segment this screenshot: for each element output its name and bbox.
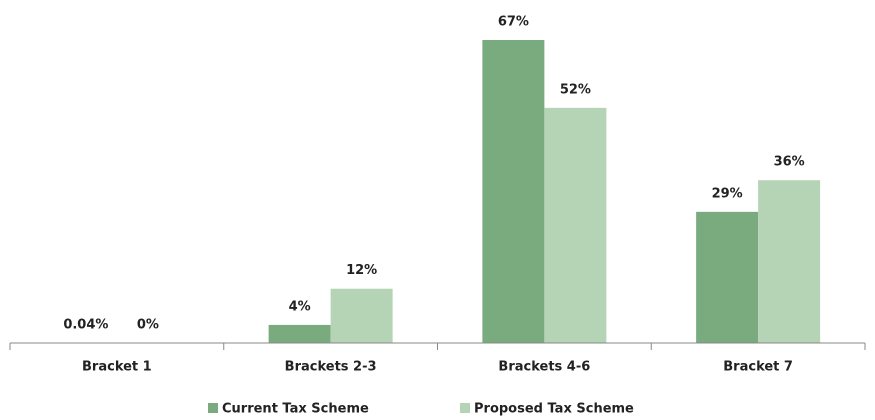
bar <box>544 107 607 344</box>
bar <box>482 40 545 343</box>
value-label: 36% <box>774 155 805 170</box>
value-label: 52% <box>560 82 591 97</box>
x-tick-label: Bracket 1 <box>82 360 152 375</box>
legend-label: Proposed Tax Scheme <box>474 402 634 417</box>
bar <box>268 324 331 343</box>
x-tick-label: Brackets 2-3 <box>285 360 377 375</box>
value-label: 29% <box>712 186 743 201</box>
value-label: 12% <box>346 263 377 278</box>
bar <box>758 180 821 343</box>
value-label: 0.04% <box>63 317 108 332</box>
legend-swatch <box>460 403 470 413</box>
value-label: 4% <box>289 299 311 314</box>
value-label: 67% <box>498 15 529 30</box>
legend-label: Current Tax Scheme <box>222 402 369 417</box>
bar <box>696 211 759 343</box>
value-label: 0% <box>137 318 159 333</box>
x-tick-label: Bracket 7 <box>723 360 793 375</box>
x-tick-label: Brackets 4-6 <box>498 360 590 375</box>
legend-swatch <box>208 403 218 413</box>
bar <box>330 288 393 343</box>
